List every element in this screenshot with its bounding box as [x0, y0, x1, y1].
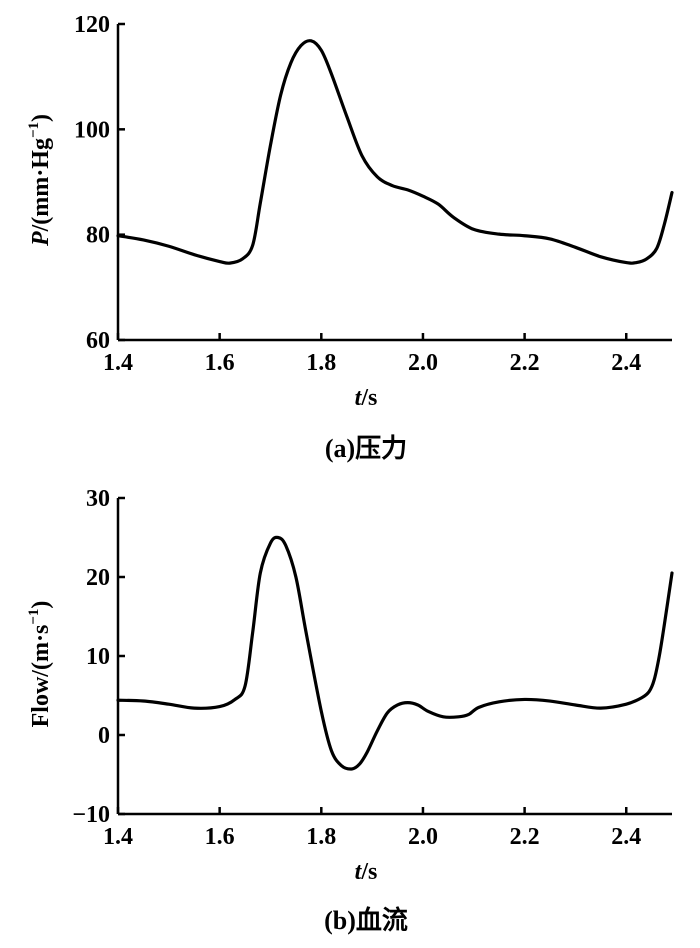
x-tick-label: 1.6 — [205, 824, 235, 850]
chart-caption: (b)血流 — [324, 906, 408, 935]
y-tick-label: 100 — [74, 117, 110, 143]
y-tick-label: 30 — [86, 486, 110, 512]
x-tick-label: 1.8 — [306, 824, 336, 850]
x-axis-title: t/s — [355, 859, 378, 885]
x-tick-label: 1.6 — [205, 350, 235, 376]
y-tick-label: 80 — [86, 223, 110, 249]
x-tick-label: 2.2 — [510, 824, 540, 850]
y-tick-label: 120 — [74, 12, 110, 38]
x-tick-label: 1.8 — [306, 350, 336, 376]
x-tick-label: 1.4 — [103, 350, 133, 376]
x-axis-title: t/s — [355, 385, 378, 411]
series-line — [116, 39, 674, 265]
chart-caption: (a)压力 — [325, 434, 407, 463]
y-axis: 60 80 100 120 — [74, 12, 125, 354]
flow-chart: 1.4 1.6 1.8 2.0 2.2 2.4 −10 0 10 20 30 t/s Flow/(… — [26, 486, 674, 935]
y-tick-label: 0 — [98, 723, 110, 749]
data-series — [116, 535, 674, 771]
pressure-chart: 1.4 1.6 1.8 2.0 2.2 2.4 60 80 100 120 t/s P/(mm·… — [26, 12, 674, 463]
y-tick-label: −10 — [72, 802, 110, 828]
x-tick-label: 2.2 — [510, 350, 540, 376]
x-tick-label: 2.4 — [611, 824, 641, 850]
x-axis: 1.4 1.6 1.8 2.0 2.2 2.4 — [103, 333, 672, 376]
y-tick-label: 20 — [86, 565, 110, 591]
x-tick-label: 1.4 — [103, 824, 133, 850]
x-tick-label: 2.0 — [408, 350, 438, 376]
x-axis: 1.4 1.6 1.8 2.0 2.2 2.4 — [103, 807, 672, 850]
y-axis: −10 0 10 20 30 — [72, 486, 125, 828]
x-tick-label: 2.4 — [611, 350, 641, 376]
data-series — [116, 39, 674, 265]
y-axis-title: P/(mm·Hg−1) — [26, 114, 54, 247]
x-tick-label: 2.0 — [408, 824, 438, 850]
y-axis-title: Flow/(m·s−1) — [26, 601, 54, 728]
series-line — [116, 535, 674, 771]
y-tick-label: 60 — [86, 328, 110, 354]
y-tick-label: 10 — [86, 644, 110, 670]
